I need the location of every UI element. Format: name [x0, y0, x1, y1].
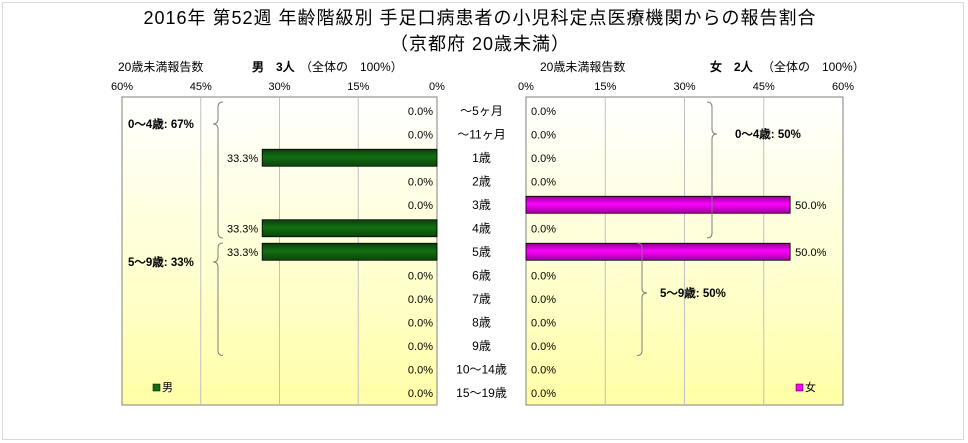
age-label-4: 3歳	[472, 198, 491, 212]
male-data-label-9: 0.0%	[408, 317, 433, 329]
male-data-label-4: 0.0%	[408, 200, 433, 212]
female-tick-label-2: 30%	[673, 81, 695, 93]
female-group-annotation-1: 5～9歳: 50%	[660, 286, 726, 300]
chart-text: 0% 0% 15% 15% 30% 30% 45% 45% 60% 60% ～5ヶ月 ～11ヶ月 1歳 2…	[111, 81, 854, 400]
female-data-label-4: 50.0%	[795, 200, 826, 212]
female-data-label-3: 0.0%	[531, 176, 556, 188]
bars	[261, 148, 791, 261]
age-label-2: 1歳	[472, 151, 491, 165]
male-group-annotation-1: 5～9歳: 33%	[128, 255, 194, 269]
female-legend-swatch	[795, 383, 804, 392]
male-data-label-6: 33.3%	[227, 247, 258, 259]
male-summary-label: 20歳未満報告数	[118, 59, 203, 74]
female-data-label-10: 0.0%	[531, 341, 556, 353]
male-bar-2	[261, 148, 438, 167]
male-group-annotation-0: 0～4歳: 67%	[128, 117, 194, 131]
female-data-label-9: 0.0%	[531, 317, 556, 329]
age-label-11: 10～14歳	[456, 362, 507, 376]
female-tick-label-1: 15%	[594, 81, 616, 93]
female-tick-label-3: 45%	[753, 81, 775, 93]
female-data-label-6: 50.0%	[795, 247, 826, 259]
male-data-label-8: 0.0%	[408, 294, 433, 306]
chart-title: 2016年 第52週 年齢階級別 手足口病患者の小児科定点医療機関からの報告割合	[143, 8, 816, 28]
female-summary-count: 女 2人	[710, 59, 754, 74]
female-data-label-11: 0.0%	[531, 364, 556, 376]
female-data-label-12: 0.0%	[531, 388, 556, 400]
female-tick-label-0: 0%	[518, 81, 534, 93]
group-brackets	[212, 101, 718, 356]
age-label-7: 6歳	[472, 268, 491, 282]
male-tick-label-1: 15%	[347, 81, 369, 93]
male-data-label-7: 0.0%	[408, 270, 433, 282]
male-data-label-10: 0.0%	[408, 341, 433, 353]
female-bar-6	[525, 242, 791, 261]
male-bar-5	[261, 219, 438, 238]
age-label-5: 4歳	[472, 221, 491, 235]
female-data-label-1: 0.0%	[531, 129, 556, 141]
age-label-10: 9歳	[472, 339, 491, 353]
male-summary-share: （全体の 100%）	[300, 59, 403, 74]
age-label-1: ～11ヶ月	[457, 127, 505, 141]
male-bracket-1	[212, 242, 224, 356]
age-label-8: 7歳	[472, 292, 491, 306]
age-label-9: 8歳	[472, 315, 491, 329]
female-summary-label: 20歳未満報告数	[540, 59, 625, 74]
age-label-3: 2歳	[472, 174, 491, 188]
age-label-0: ～5ヶ月	[460, 104, 503, 118]
male-data-label-1: 0.0%	[408, 129, 433, 141]
male-data-label-3: 0.0%	[408, 176, 433, 188]
female-data-label-0: 0.0%	[531, 106, 556, 118]
male-data-label-12: 0.0%	[408, 388, 433, 400]
male-summary-count: 男 3人	[252, 59, 296, 74]
male-legend-label: 男	[162, 382, 173, 394]
male-data-label-0: 0.0%	[408, 106, 433, 118]
male-tick-label-0: 0%	[429, 81, 445, 93]
chart-subtitle: （京都府 20歳未満）	[390, 34, 570, 54]
male-tick-label-3: 45%	[190, 81, 212, 93]
female-data-label-8: 0.0%	[531, 294, 556, 306]
female-bar-4	[525, 195, 791, 214]
female-legend-label: 女	[805, 380, 816, 394]
male-data-label-5: 33.3%	[227, 223, 258, 235]
age-label-12: 15～19歳	[456, 386, 507, 400]
female-group-annotation-0: 0～4歳: 50%	[735, 127, 801, 141]
female-data-label-2: 0.0%	[531, 153, 556, 165]
female-bracket-0	[706, 101, 718, 239]
male-bar-6	[261, 242, 438, 261]
female-tick-label-4: 60%	[832, 81, 854, 93]
male-tick-label-4: 60%	[111, 81, 133, 93]
age-label-6: 5歳	[472, 245, 491, 259]
male-legend-swatch	[152, 383, 161, 392]
male-tick-label-2: 30%	[268, 81, 290, 93]
male-data-label-2: 33.3%	[227, 153, 258, 165]
female-data-label-7: 0.0%	[531, 270, 556, 282]
female-bracket-1	[636, 242, 648, 356]
female-data-label-5: 0.0%	[531, 223, 556, 235]
male-bracket-0	[212, 101, 224, 239]
female-summary-share: （全体の 100%）	[762, 59, 865, 74]
male-data-label-11: 0.0%	[408, 364, 433, 376]
